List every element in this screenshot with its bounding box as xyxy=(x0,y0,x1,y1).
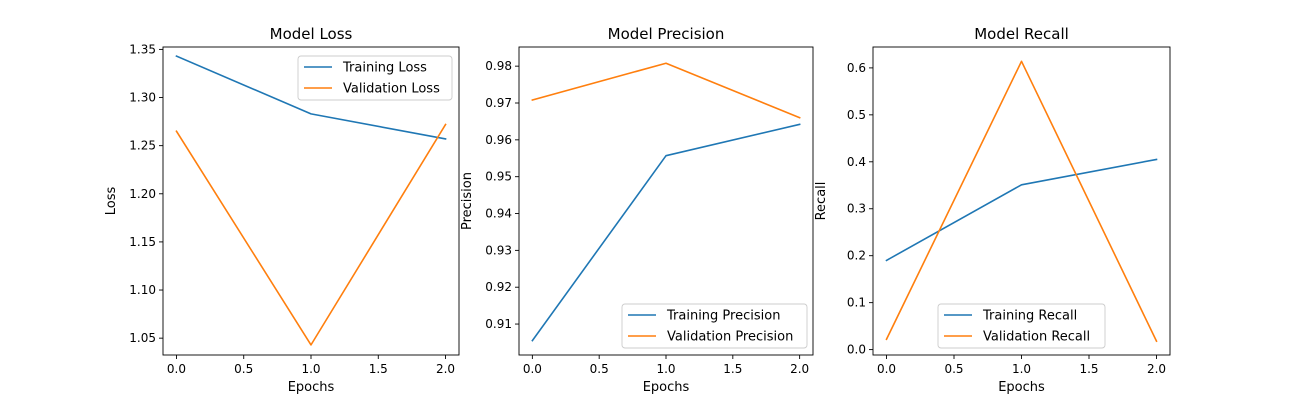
series-line-0 xyxy=(175,55,447,140)
series-line-1 xyxy=(885,60,1158,343)
y-tick-label: 0.93 xyxy=(485,243,512,257)
x-axis-label: Epochs xyxy=(643,380,690,395)
legend: Training Recall Validation Recall xyxy=(937,303,1106,349)
y-tick-label: 0.98 xyxy=(485,59,512,73)
y-axis-label: Recall xyxy=(814,182,829,221)
y-tick-label: 0.6 xyxy=(847,61,866,75)
y-tick-label: 1.25 xyxy=(129,139,156,153)
legend-label-0: Training Loss xyxy=(342,61,427,76)
y-tick-label: 0.97 xyxy=(485,96,512,110)
y-tick-label: 1.10 xyxy=(129,283,156,297)
legend-label-1: Validation Recall xyxy=(983,330,1090,345)
y-tick-label: 0.91 xyxy=(485,317,512,331)
y-tick-label: 1.20 xyxy=(129,187,156,201)
legend-box xyxy=(297,55,453,101)
x-tick-label: 1.5 xyxy=(369,362,388,376)
y-axis-label: Precision xyxy=(460,172,475,230)
x-axis-label: Epochs xyxy=(998,380,1045,395)
y-axis-label: Loss xyxy=(104,187,119,216)
x-tick-label: 1.0 xyxy=(301,362,320,376)
chart-panel-0: 0.0 0.5 1.0 1.5 2.0 1.05 1.10 1.15 1.20 1.25 1.30 1… xyxy=(104,25,460,395)
x-tick-label: 2.0 xyxy=(1147,362,1166,376)
legend-label-1: Validation Precision xyxy=(667,330,793,345)
legend-label-0: Training Precision xyxy=(666,309,780,324)
y-tick-label: 1.30 xyxy=(129,91,156,105)
y-tick-label: 1.15 xyxy=(129,235,156,249)
x-tick-label: 2.0 xyxy=(436,362,455,376)
series-line-0 xyxy=(885,158,1158,262)
series-line-1 xyxy=(531,62,801,119)
x-tick-label: 0.0 xyxy=(167,362,186,376)
x-tick-label: 0.5 xyxy=(234,362,253,376)
y-tick-label: 0.95 xyxy=(485,170,512,184)
x-axis-label: Epochs xyxy=(288,380,335,395)
y-tick-label: 0.1 xyxy=(847,296,866,310)
x-tick-label: 1.5 xyxy=(723,362,742,376)
y-tick-label: 0.96 xyxy=(485,133,512,147)
x-tick-label: 0.0 xyxy=(877,362,896,376)
x-tick-label: 0.5 xyxy=(590,362,609,376)
legend: Training Loss Validation Loss xyxy=(297,55,453,101)
chart-title: Model Recall xyxy=(974,25,1069,43)
y-tick-label: 1.05 xyxy=(129,331,156,345)
x-tick-label: 0.5 xyxy=(944,362,963,376)
y-tick-label: 0.5 xyxy=(847,108,866,122)
series-line-1 xyxy=(175,123,447,346)
y-tick-label: 0.0 xyxy=(847,343,866,357)
legend-box xyxy=(937,303,1106,349)
y-tick-label: 0.3 xyxy=(847,202,866,216)
chart-panel-2: 0.0 0.5 1.0 1.5 2.0 0.0 0.1 0.2 0.3 0.4 0.5 0.6 Mode… xyxy=(814,25,1171,395)
y-tick-label: 0.4 xyxy=(847,155,866,169)
x-tick-label: 0.0 xyxy=(523,362,542,376)
x-tick-label: 1.5 xyxy=(1079,362,1098,376)
y-tick-label: 1.35 xyxy=(129,42,156,56)
x-tick-label: 1.0 xyxy=(656,362,675,376)
x-tick-label: 1.0 xyxy=(1012,362,1031,376)
y-tick-label: 0.94 xyxy=(485,207,512,221)
chart-panel-1: 0.0 0.5 1.0 1.5 2.0 0.91 0.92 0.93 0.94 0.95 0.96 0… xyxy=(460,25,814,395)
chart-title: Model Precision xyxy=(608,25,725,43)
legend-label-1: Validation Loss xyxy=(343,82,440,97)
chart-title: Model Loss xyxy=(270,25,353,43)
y-tick-label: 0.2 xyxy=(847,249,866,263)
legend-label-0: Training Recall xyxy=(982,309,1077,324)
x-tick-label: 2.0 xyxy=(790,362,809,376)
series-line-0 xyxy=(531,123,801,342)
legend-box xyxy=(621,303,808,349)
legend: Training Precision Validation Precision xyxy=(621,303,808,349)
y-tick-label: 0.92 xyxy=(485,280,512,294)
